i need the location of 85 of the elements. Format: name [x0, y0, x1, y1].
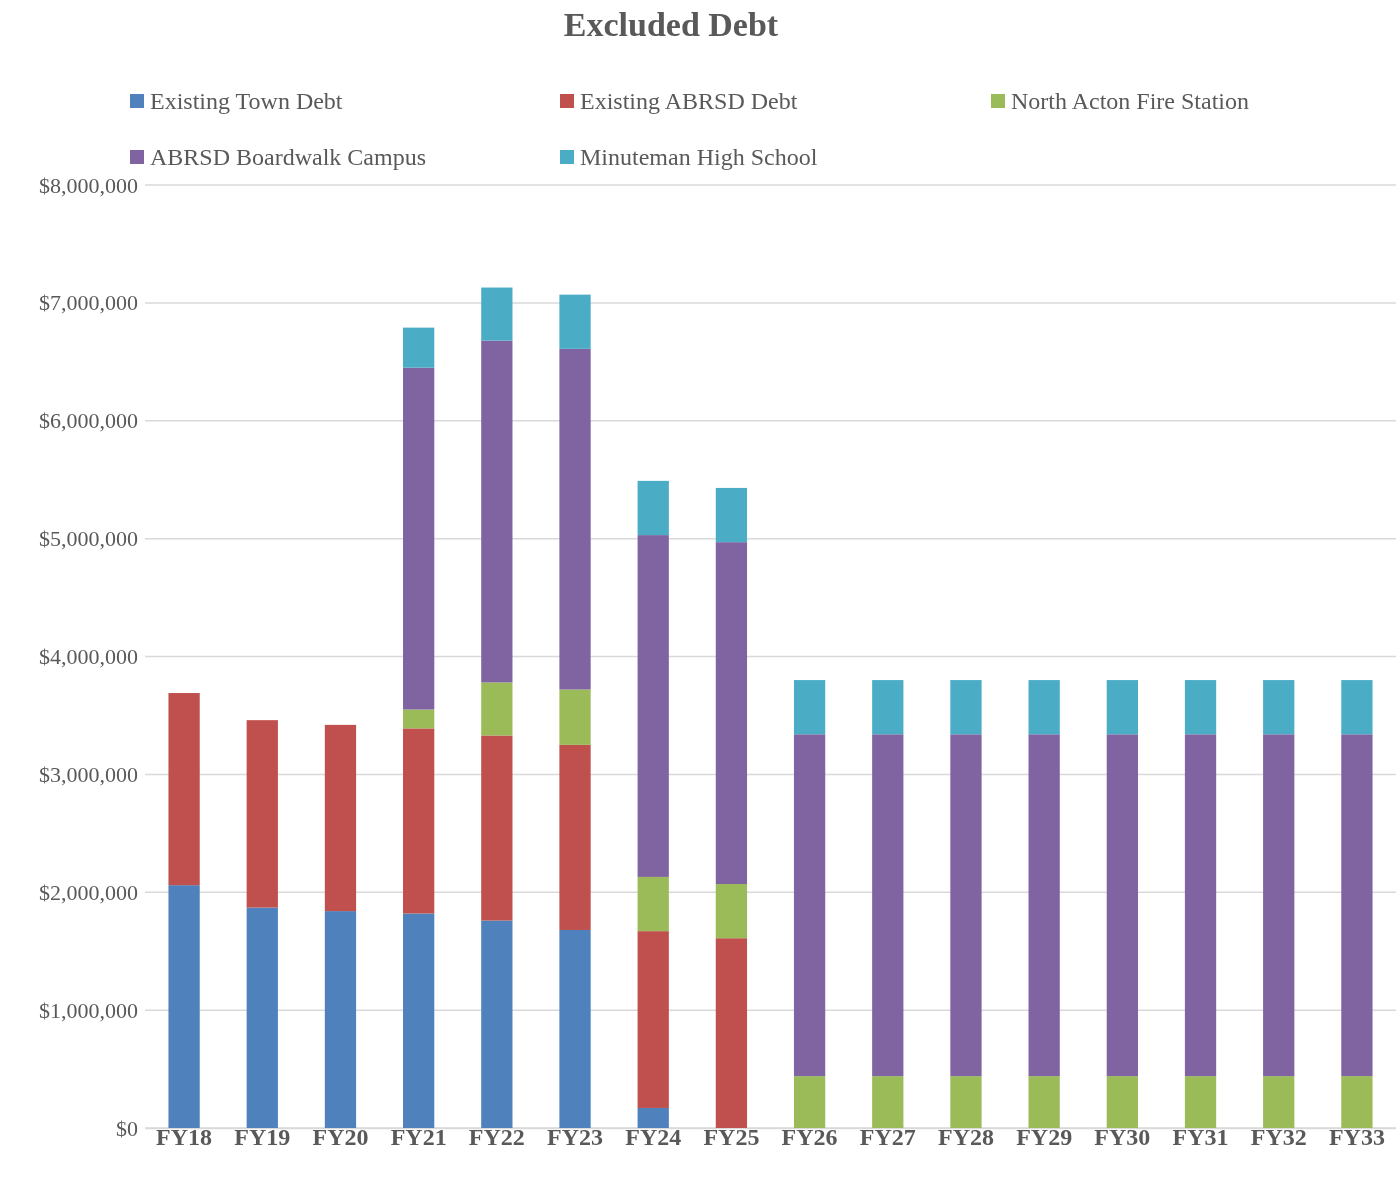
x-tick-label: FY19 [234, 1124, 291, 1150]
bar [324, 724, 357, 912]
bar [637, 535, 669, 877]
bar [481, 340, 513, 683]
y-tick-label: $6,000,000 [39, 408, 138, 434]
bar [246, 907, 278, 1128]
bar [1028, 680, 1060, 735]
bar [950, 734, 982, 1077]
bar [637, 480, 669, 536]
bar [559, 744, 591, 930]
bar [637, 876, 669, 932]
bar [715, 542, 748, 884]
bar [168, 885, 200, 1128]
bar [1184, 680, 1217, 735]
x-tick-label: FY18 [156, 1124, 213, 1150]
bar [637, 1107, 669, 1128]
bar [559, 294, 591, 349]
bar [481, 287, 513, 341]
bar [481, 920, 513, 1128]
x-tick-label: FY20 [312, 1124, 369, 1150]
bar [559, 929, 591, 1128]
bar [950, 1076, 982, 1129]
bar [1341, 1076, 1373, 1129]
bar [715, 938, 748, 1128]
y-tick-label: $0 [116, 1115, 138, 1141]
x-tick-label: FY26 [781, 1124, 838, 1150]
bar [403, 709, 435, 729]
bar [1106, 734, 1138, 1077]
bar [481, 682, 513, 736]
y-tick-label: $8,000,000 [39, 172, 138, 198]
bar [403, 728, 435, 914]
bar [715, 487, 748, 543]
legend-label: ABRSD Boardwalk Campus [150, 144, 426, 170]
bar [324, 911, 357, 1128]
bar [872, 1076, 904, 1129]
bar [481, 735, 513, 921]
y-tick-label: $4,000,000 [39, 644, 138, 670]
bar [1341, 734, 1373, 1077]
bar [168, 693, 200, 886]
bar [715, 884, 748, 939]
bar [793, 1076, 826, 1129]
bar [1184, 734, 1217, 1077]
bar [872, 734, 904, 1077]
x-tick-label: FY23 [547, 1124, 604, 1150]
bar [1263, 734, 1295, 1077]
bar [1263, 1076, 1295, 1129]
x-tick-label: FY29 [1016, 1124, 1073, 1150]
x-tick-label: FY22 [468, 1124, 525, 1150]
x-tick-label: FY33 [1328, 1124, 1385, 1150]
bar [950, 680, 982, 735]
bar [1341, 680, 1373, 735]
bar [637, 931, 669, 1108]
legend-label: Existing Town Debt [150, 88, 343, 114]
x-tick-label: FY27 [859, 1124, 916, 1150]
x-tick-label: FY28 [937, 1124, 994, 1150]
x-tick-label: FY30 [1094, 1124, 1151, 1150]
legend-label: North Acton Fire Station [1011, 88, 1249, 114]
bar [1028, 734, 1060, 1077]
x-tick-label: FY21 [390, 1124, 447, 1150]
y-tick-label: $7,000,000 [39, 290, 138, 316]
bar [1184, 1076, 1217, 1129]
x-tick-label: FY31 [1172, 1124, 1229, 1150]
y-tick-label: $5,000,000 [39, 526, 138, 552]
bar [1106, 1076, 1138, 1129]
y-tick-label: $2,000,000 [39, 879, 138, 905]
bar [246, 720, 278, 908]
bar [403, 327, 435, 368]
y-tick-label: $3,000,000 [39, 761, 138, 787]
bar [1263, 680, 1295, 735]
bar [559, 348, 591, 690]
legend-label: Existing ABRSD Debt [580, 88, 798, 114]
bar [403, 367, 435, 710]
bar [403, 913, 435, 1128]
bar [559, 689, 591, 745]
x-tick-label: FY25 [703, 1124, 760, 1150]
bar [1028, 1076, 1060, 1129]
bar [1106, 680, 1138, 735]
bar [793, 680, 826, 735]
bar [793, 734, 826, 1077]
legend-label: Minuteman High School [580, 144, 818, 170]
x-tick-label: FY32 [1250, 1124, 1307, 1150]
y-tick-label: $1,000,000 [39, 997, 138, 1023]
x-tick-label: FY24 [625, 1124, 682, 1150]
bar [872, 680, 904, 735]
chart-title: Excluded Debt [563, 6, 779, 43]
